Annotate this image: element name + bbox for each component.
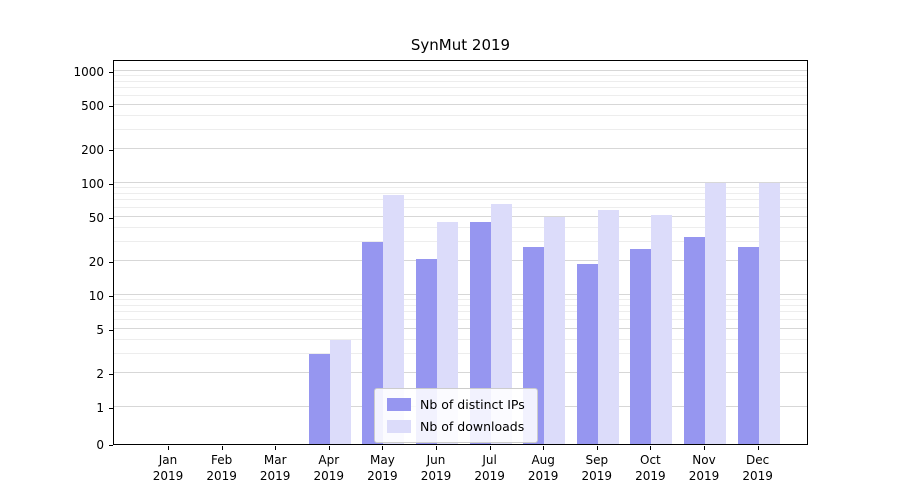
minor-gridline [114,304,807,306]
x-tick-label: Apr 2019 [313,453,345,483]
y-tick-mark [109,262,113,264]
y-tick-mark [109,72,113,73]
legend-label-distinct-ips: Nb of distinct IPs [420,397,525,412]
y-tick-label: 0 [96,438,104,452]
y-tick-label: 500 [81,98,104,113]
x-tick-label: Mar 2019 [259,453,291,483]
x-tick-mark [489,446,491,450]
minor-gridline [114,199,807,201]
bar-distinct-ips [308,353,330,444]
bar-downloads [758,183,780,444]
plot-area [113,60,808,445]
minor-gridline [114,240,807,242]
minor-gridline [114,318,807,320]
minor-gridline [114,80,807,82]
bar-distinct-ips [630,248,652,444]
x-tick-mark [650,446,652,450]
legend-item-downloads: Nb of downloads [387,419,525,434]
x-tick-label: May 2019 [367,453,398,483]
legend-item-distinct-ips: Nb of distinct IPs [387,397,525,412]
minor-gridline [114,226,807,228]
y-tick-label: 5 [96,322,104,337]
x-tick-label: Feb 2019 [206,453,237,483]
x-tick-label: Jan 2019 [152,453,184,483]
x-tick-mark [543,446,545,450]
major-gridline [114,294,807,295]
x-tick-label: Jun 2019 [420,453,452,483]
major-gridline [114,103,807,105]
minor-gridline [114,311,807,313]
x-tick-label: Oct 2019 [635,453,666,483]
minor-gridline [114,206,807,208]
y-tick-mark [109,296,113,297]
bar-downloads [597,210,619,444]
bar-downloads [383,195,405,444]
legend: Nb of distinct IPs Nb of downloads [374,388,538,443]
y-tick-label: 10 [88,289,104,303]
x-tick-mark [436,446,437,450]
y-tick-label: 20 [88,255,104,270]
y-tick-mark [109,217,113,219]
minor-gridline [114,75,807,77]
chart-title: SynMut 2019 [410,36,511,54]
minor-gridline [114,352,807,354]
y-tick-mark [109,374,113,376]
x-tick-mark [757,446,759,450]
x-tick-label: Aug 2019 [527,453,559,483]
legend-swatch-downloads [387,420,411,433]
x-tick-label: Jul 2019 [474,453,505,483]
minor-gridline [114,338,807,340]
x-tick-mark [596,446,598,450]
y-tick-mark [109,105,113,107]
minor-gridline [114,87,807,89]
y-tick-mark [109,150,113,152]
bar-downloads [329,339,351,444]
major-gridline [114,148,807,150]
major-gridline [114,70,807,71]
minor-gridline [114,299,807,301]
x-tick-label: Nov 2019 [688,453,720,483]
major-gridline [114,372,807,374]
bar-distinct-ips [684,236,705,444]
y-tick-label: 1000 [73,65,104,79]
x-tick-label: Dec 2019 [742,453,773,483]
bar-downloads [705,183,726,444]
major-gridline [114,215,807,217]
x-tick-mark [704,446,705,450]
minor-gridline [114,192,807,194]
major-gridline [114,182,807,183]
x-tick-mark [221,446,223,450]
legend-label-downloads: Nb of downloads [420,419,525,434]
major-gridline [114,260,807,262]
minor-gridline [114,114,807,116]
bar-distinct-ips [737,246,759,444]
x-tick-mark [168,446,169,450]
y-tick-mark [109,408,113,409]
major-gridline [114,327,807,329]
x-tick-mark [275,446,277,450]
x-tick-label: Sep 2019 [581,453,613,483]
bar-downloads [544,216,566,444]
y-tick-mark [109,445,113,446]
bar-downloads [651,214,673,444]
minor-gridline [114,94,807,96]
x-tick-mark [382,446,384,450]
bar-distinct-ips [576,263,598,444]
legend-swatch-distinct-ips [387,398,411,411]
minor-gridline [114,128,807,130]
x-tick-mark [328,446,330,450]
y-tick-label: 1 [96,401,104,415]
y-tick-label: 200 [81,143,104,158]
y-tick-mark [109,184,113,185]
y-tick-label: 100 [81,177,104,191]
bar-downloads [490,203,512,444]
y-tick-label: 50 [88,210,104,225]
y-tick-mark [109,329,113,331]
y-tick-label: 2 [96,367,104,382]
minor-gridline [114,187,807,189]
